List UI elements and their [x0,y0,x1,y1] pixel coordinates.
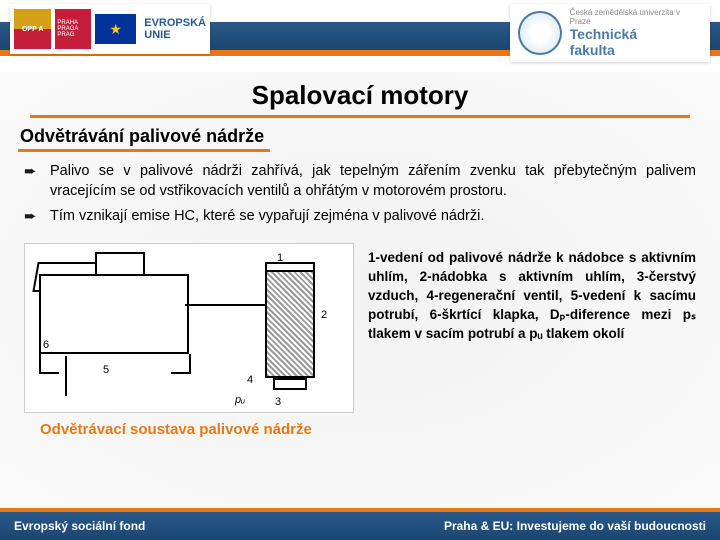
bullet-item: ➨ Tím vznikají emise HC, které se vypařu… [24,207,696,227]
footer-left: Evropský sociální fond [14,519,145,533]
diagram-label-1: 1 [277,252,283,264]
diagram-legend: 1-vedení od palivové nádrže k nádobce s … [368,243,696,413]
footer-right: Praha & EU: Investujeme do vaší budoucno… [444,519,706,533]
logo-praha: PRAHA PRAGA PRAG [55,9,91,49]
bullet-text: Palivo se v palivové nádrži zahřívá, jak… [50,162,696,201]
arrow-icon: ➨ [24,207,40,227]
diagram-caption: Odvětrávací soustava palivové nádrže [0,413,720,438]
footer: Evropský sociální fond Praha & EU: Inves… [0,512,720,540]
arrow-icon: ➨ [24,162,40,201]
diagram-label-5: 5 [103,364,109,376]
diagram-label-3: 3 [275,396,281,408]
diagram-label-6: 6 [43,339,49,351]
faculty-name: Technická fakulta [570,26,702,58]
diagram-label-4: 4 [247,374,253,386]
faculty-seal-icon [518,11,562,55]
logo-right-group: Česká zemědělská univerzita v Praze Tech… [510,4,710,62]
logo-oppa: OPP A [14,9,51,49]
eu-text: EVROPSKÁ UNIE [144,17,206,41]
diagram: 1 2 3 4 5 6 pᵤ [24,243,354,413]
section-subtitle: Odvětrávání palivové nádrže [18,124,270,152]
diagram-label-pu: pᵤ [235,394,245,406]
bullet-text: Tím vznikají emise HC, které se vypařují… [50,207,484,227]
eu-flag-icon: ★ [95,14,136,44]
bullet-list: ➨ Palivo se v palivové nádrži zahřívá, j… [0,152,720,239]
header: OPP A PRAHA PRAGA PRAG ★ EVROPSKÁ UNIE Č… [0,0,720,72]
diagram-label-2: 2 [321,309,327,321]
logo-left-group: OPP A PRAHA PRAGA PRAG ★ EVROPSKÁ UNIE [10,4,210,54]
bullet-item: ➨ Palivo se v palivové nádrži zahřívá, j… [24,162,696,201]
content-area: Spalovací motory Odvětrávání palivové ná… [0,72,720,512]
university-name: Česká zemědělská univerzita v Praze [570,8,702,26]
page-title: Spalovací motory [30,72,690,118]
